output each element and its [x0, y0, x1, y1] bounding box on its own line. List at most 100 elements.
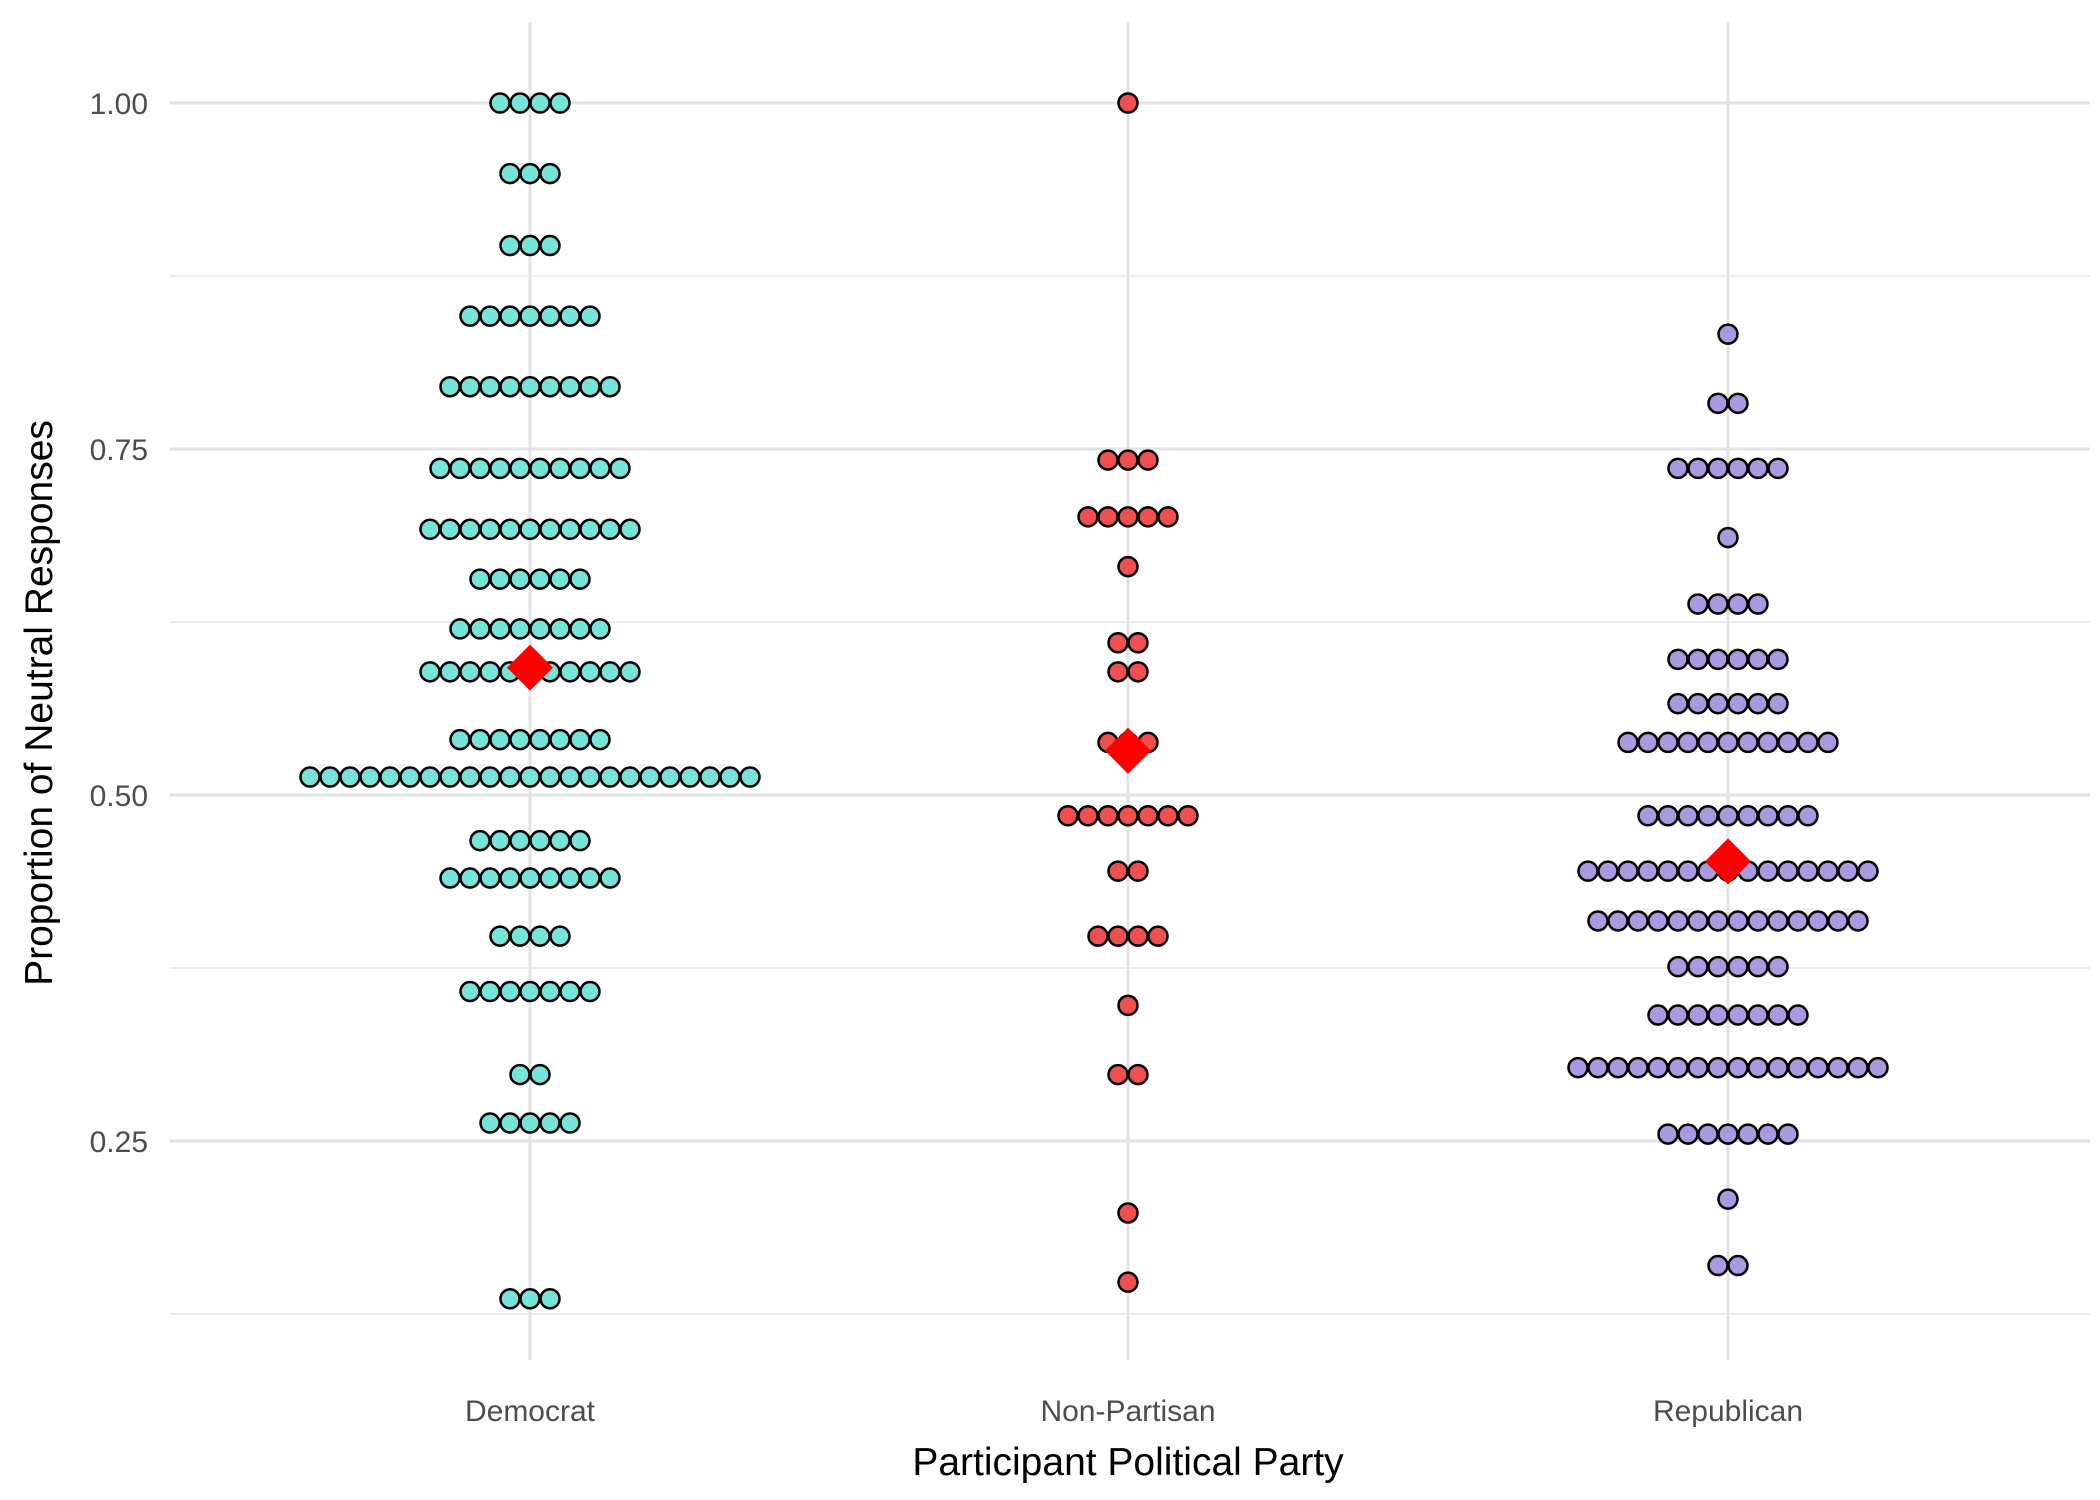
data-point [1097, 506, 1119, 528]
data-point [699, 766, 721, 788]
data-point [529, 92, 551, 114]
data-point [1707, 1056, 1729, 1079]
data-point [489, 568, 511, 590]
data-point [1667, 910, 1689, 932]
data-point [1797, 731, 1819, 754]
data-point [1727, 392, 1749, 415]
data-point [519, 867, 541, 889]
data-point [1827, 910, 1849, 932]
data-point [739, 766, 761, 788]
data-point [519, 234, 541, 257]
data-point [1707, 692, 1729, 715]
y-tick-label: 0.75 [90, 434, 148, 467]
mean-marker [1705, 838, 1751, 885]
data-point [1717, 731, 1739, 754]
data-point [1687, 457, 1709, 480]
data-point [1737, 731, 1759, 754]
data-point [579, 867, 601, 889]
data-point [549, 92, 571, 114]
data-point [1767, 955, 1789, 978]
data-point [429, 457, 451, 480]
data-point [1607, 910, 1629, 932]
data-point [459, 518, 481, 541]
data-point [1777, 1123, 1799, 1145]
data-point [549, 618, 571, 640]
data-point [1107, 860, 1129, 882]
data-point [579, 518, 601, 541]
data-point [1737, 1123, 1759, 1145]
data-point [1117, 1202, 1139, 1224]
data-point [1747, 1056, 1769, 1079]
data-point [489, 457, 511, 480]
data-point [589, 457, 611, 480]
data-point [569, 568, 591, 590]
data-point [1787, 910, 1809, 932]
data-point [559, 518, 581, 541]
data-point [1667, 1056, 1689, 1079]
data-point [1617, 860, 1639, 882]
data-point [449, 728, 471, 751]
data-point [539, 305, 561, 327]
data-point [1707, 910, 1729, 932]
data-point [419, 661, 441, 683]
data-point [1657, 1123, 1679, 1145]
data-point [549, 457, 571, 480]
data-point [1847, 1056, 1869, 1079]
data-point [1697, 805, 1719, 827]
y-axis-title: Proportion of Neutral Responses [18, 420, 61, 986]
data-point [559, 980, 581, 1003]
data-point [499, 162, 521, 185]
data-point [499, 1288, 521, 1310]
data-point [1857, 860, 1879, 882]
data-point [1657, 805, 1679, 827]
data-point [569, 829, 591, 852]
data-point [499, 518, 521, 541]
data-point [1747, 593, 1769, 615]
data-point [1647, 910, 1669, 932]
data-point [1127, 632, 1149, 654]
data-point [459, 661, 481, 683]
data-point [1707, 955, 1729, 978]
data-point [1847, 910, 1869, 932]
data-point [469, 728, 491, 751]
data-point [539, 1288, 561, 1310]
data-point [529, 568, 551, 590]
data-point [479, 1112, 501, 1134]
data-point [1747, 457, 1769, 480]
data-point [1597, 860, 1619, 882]
data-point [499, 375, 521, 398]
data-point [529, 829, 551, 852]
data-point [479, 980, 501, 1003]
data-point [1097, 805, 1119, 827]
data-point [319, 766, 341, 788]
data-point [1587, 1056, 1609, 1079]
data-point [1687, 1004, 1709, 1026]
data-point [489, 92, 511, 114]
data-point [1627, 1056, 1649, 1079]
data-point [1707, 457, 1729, 480]
data-point [379, 766, 401, 788]
data-point [1717, 1188, 1739, 1210]
data-point [509, 1063, 531, 1086]
dots-layer [299, 92, 1889, 1310]
data-point [1707, 392, 1729, 415]
data-point [479, 375, 501, 398]
data-point [1777, 805, 1799, 827]
data-point [439, 867, 461, 889]
data-point [499, 980, 521, 1003]
data-point [489, 829, 511, 852]
data-point [569, 618, 591, 640]
data-point [579, 375, 601, 398]
data-point [1677, 731, 1699, 754]
data-point [1117, 506, 1139, 528]
data-point [1137, 449, 1159, 471]
data-point [399, 766, 421, 788]
data-point [1687, 692, 1709, 715]
mean-marker [1105, 727, 1151, 774]
data-point [589, 618, 611, 640]
data-point [459, 766, 481, 788]
data-point [459, 980, 481, 1003]
data-point [1107, 632, 1129, 654]
y-axis-tick-labels: 0.25 0.50 0.75 1.00 [90, 88, 148, 1159]
data-point [529, 1063, 551, 1086]
